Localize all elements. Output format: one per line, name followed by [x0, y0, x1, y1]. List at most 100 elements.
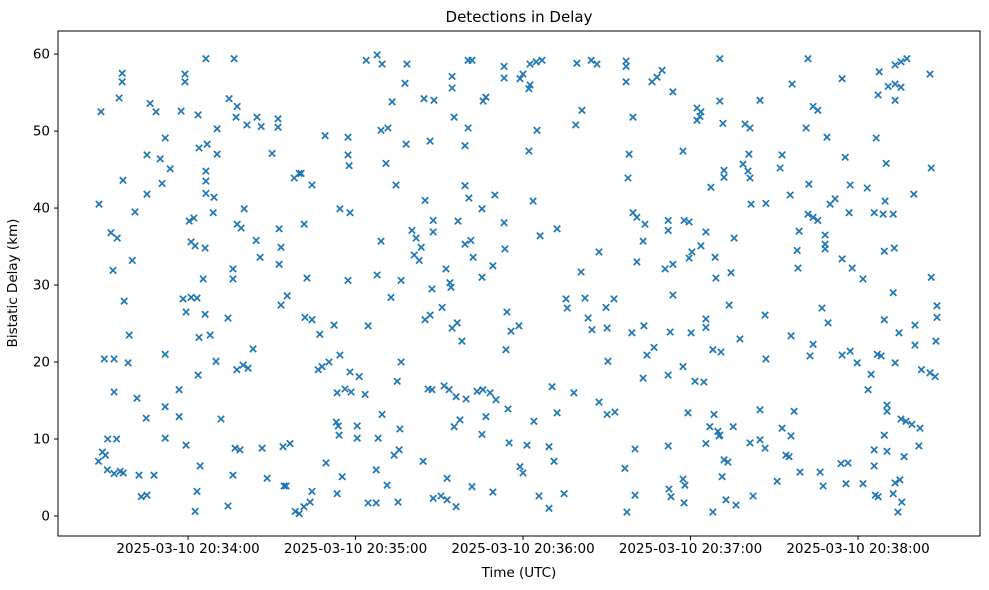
data-point-x-marker [794, 264, 802, 272]
data-point-x-marker [685, 218, 693, 226]
data-point-x-marker [453, 318, 462, 327]
data-point-x-marker [529, 197, 537, 205]
data-point-x-marker [562, 295, 570, 303]
data-point-x-marker [110, 469, 118, 478]
data-point-x-marker [629, 113, 637, 122]
data-point-x-marker [364, 321, 372, 330]
data-point-x-marker [821, 231, 829, 239]
data-point-x-marker [870, 208, 879, 217]
data-point-x-marker [643, 351, 651, 359]
data-point-x-marker [702, 323, 710, 332]
data-point-x-marker [224, 314, 232, 322]
data-point-x-marker [152, 107, 160, 116]
data-point-x-marker [873, 350, 882, 359]
data-point-x-marker [489, 488, 497, 496]
data-point-x-marker [103, 465, 112, 474]
data-point-x-marker [344, 133, 352, 142]
data-point-x-marker [717, 348, 725, 356]
data-point-x-marker [426, 311, 434, 319]
data-point-x-marker [290, 174, 299, 182]
data-point-x-marker [727, 268, 735, 277]
data-point-x-marker [282, 482, 290, 490]
data-point-x-marker [210, 193, 218, 202]
data-point-x-marker [838, 351, 846, 359]
data-point-x-marker [479, 385, 487, 394]
data-point-x-marker [395, 445, 403, 454]
data-point-x-marker [199, 275, 208, 283]
data-point-x-marker [519, 70, 527, 78]
data-point-x-marker [931, 372, 939, 381]
data-point-x-marker [633, 258, 641, 266]
data-point-x-marker [818, 304, 826, 312]
data-point-x-marker [667, 492, 675, 501]
data-point-x-marker [191, 241, 199, 250]
data-point-x-marker [175, 412, 183, 421]
data-point-x-marker [641, 220, 649, 229]
data-point-x-marker [196, 462, 204, 470]
data-point-x-marker [143, 190, 151, 199]
data-point-x-marker [680, 216, 688, 225]
data-point-x-marker [883, 447, 891, 456]
data-point-x-marker [669, 291, 677, 299]
data-point-x-marker [926, 70, 934, 78]
x-tick-label: 2025-03-10 20:34:00 [116, 541, 259, 557]
data-point-x-marker [462, 395, 470, 403]
data-point-x-marker [640, 321, 648, 330]
data-point-x-marker [545, 442, 553, 451]
data-point-x-marker [761, 444, 769, 453]
data-point-x-marker [333, 388, 341, 397]
data-point-x-marker [842, 479, 850, 488]
data-point-x-marker [553, 224, 561, 233]
data-point-x-marker [438, 303, 446, 312]
data-point-x-marker [681, 481, 689, 490]
data-point-x-marker [384, 124, 392, 132]
data-point-x-marker [131, 208, 139, 216]
data-point-x-marker [185, 217, 194, 225]
data-point-x-marker [275, 224, 283, 233]
data-point-x-marker [230, 54, 238, 63]
data-point-x-marker [793, 246, 802, 255]
data-point-x-marker [526, 60, 534, 68]
data-point-x-marker [813, 106, 822, 115]
data-point-x-marker [113, 234, 122, 242]
data-point-x-marker [725, 301, 733, 309]
data-point-x-marker [213, 150, 221, 159]
data-point-x-marker [158, 179, 166, 188]
data-point-x-marker [622, 62, 630, 71]
data-point-x-marker [610, 295, 618, 303]
data-point-x-marker [841, 153, 849, 162]
data-point-x-marker [502, 345, 510, 354]
data-point-x-marker [729, 422, 738, 431]
data-point-x-marker [193, 487, 201, 496]
y-tick-label: 0 [41, 508, 50, 524]
data-point-x-marker [274, 114, 282, 123]
data-point-x-marker [823, 133, 831, 142]
data-point-x-marker [353, 422, 362, 430]
data-point-x-marker [603, 410, 611, 419]
data-point-x-marker [883, 407, 891, 416]
data-point-x-marker [336, 351, 344, 359]
data-point-x-marker [846, 347, 855, 356]
data-point-x-marker [306, 498, 314, 506]
data-point-x-marker [335, 431, 343, 440]
data-point-x-marker [362, 56, 371, 65]
data-point-x-marker [536, 231, 544, 240]
data-point-x-marker [301, 313, 309, 322]
data-point-x-marker [891, 479, 899, 487]
data-point-x-marker [397, 276, 405, 285]
data-point-x-marker [201, 244, 209, 252]
data-point-x-marker [891, 61, 899, 69]
data-point-x-marker [824, 318, 832, 327]
data-point-x-marker [709, 508, 717, 516]
data-point-x-marker [445, 385, 453, 394]
data-point-x-marker [283, 291, 292, 300]
data-point-x-marker [388, 97, 396, 106]
y-tick-label: 40 [33, 201, 50, 217]
data-point-x-marker [100, 355, 109, 363]
data-point-x-marker [504, 405, 512, 413]
data-point-x-marker [550, 457, 558, 466]
data-point-x-marker [308, 181, 316, 189]
data-point-x-marker [193, 294, 201, 302]
data-point-x-marker [408, 226, 416, 235]
